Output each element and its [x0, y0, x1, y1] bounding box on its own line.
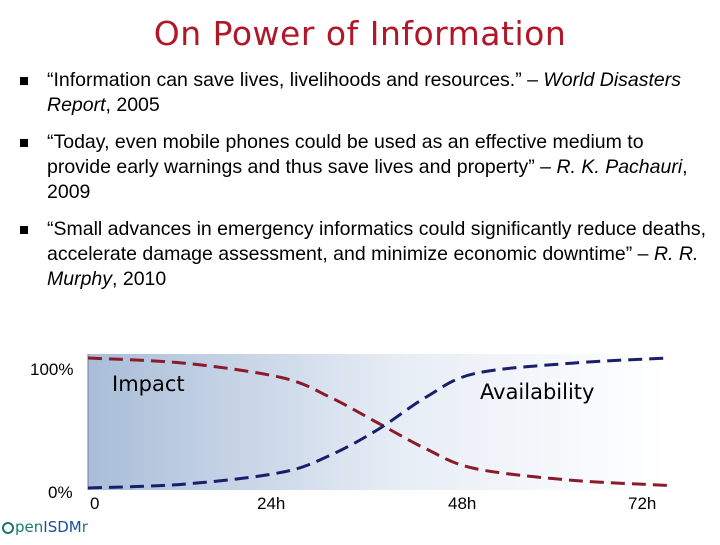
quote-text: “Today, even mobile phones could be used… [47, 131, 644, 178]
bullet-square-icon [20, 139, 28, 147]
logo-text-tail: r [81, 518, 88, 536]
logo-circle-icon [2, 522, 14, 534]
quote-year: , 2009 [47, 156, 688, 203]
series-line-impact [87, 356, 669, 487]
x-tick-label: 48h [448, 494, 477, 513]
quote-item: “Information can save lives, livelihoods… [20, 68, 710, 118]
bullet-square-icon [20, 226, 28, 234]
series-label-availability: Availability [480, 380, 595, 404]
quote-text: “Information can save lives, livelihoods… [47, 69, 544, 91]
bullet-square-icon [20, 77, 28, 85]
quote-source: World Disasters Report [47, 69, 682, 116]
quote-year: , 2010 [112, 268, 167, 290]
page-title: On Power of Information [153, 14, 567, 53]
quote-text: “Small advances in emergency informatics… [47, 218, 706, 265]
openisdm-logo: penISDMr [2, 518, 88, 536]
x-tick-label: 0 [90, 494, 100, 513]
quote-item: “Today, even mobile phones could be used… [20, 130, 710, 205]
y-tick-label: 0% [48, 483, 73, 502]
quote-source: R. R. Murphy [47, 243, 699, 290]
impact-availability-chart: 100% 0% 0 24h 48h 72h Impact Availabilit… [0, 340, 720, 540]
series-label-impact: Impact [112, 372, 185, 396]
chart-canvas [87, 354, 669, 490]
quote-year: , 2005 [105, 94, 160, 116]
logo-text-emph: ISDM [43, 518, 82, 536]
quote-list: “Information can save lives, livelihoods… [20, 68, 710, 292]
y-tick-label: 100% [30, 360, 74, 379]
series-line-availability [87, 356, 669, 490]
logo-text: pen [15, 518, 44, 536]
x-tick-label: 24h [257, 494, 286, 513]
quote-item: “Small advances in emergency informatics… [20, 217, 710, 292]
x-tick-label: 72h [628, 494, 657, 513]
quote-source: R. K. Pachauri [556, 156, 683, 178]
